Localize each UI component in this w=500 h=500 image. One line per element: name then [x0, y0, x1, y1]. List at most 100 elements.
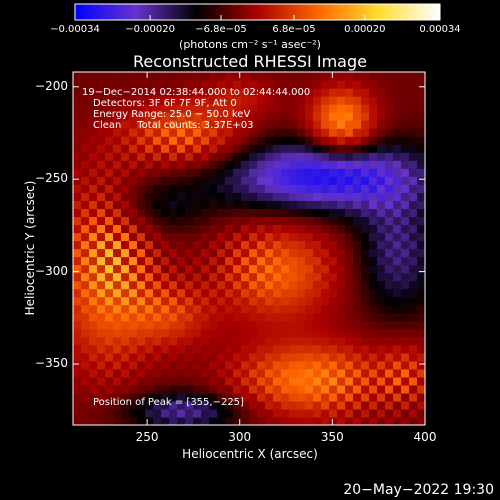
heatmap-cell: [177, 136, 186, 145]
heatmap-cell: [385, 304, 394, 314]
heatmap-cell: [273, 336, 282, 346]
heatmap-cell: [305, 352, 314, 362]
heatmap-cell: [225, 216, 234, 226]
heatmap-cell: [217, 184, 226, 193]
heatmap-cell: [81, 384, 90, 394]
heatmap-cell: [177, 384, 186, 394]
heatmap-cell: [409, 80, 418, 89]
heatmap-cell: [297, 112, 306, 121]
heatmap-cell: [89, 272, 98, 282]
heatmap-cell: [97, 232, 106, 242]
heatmap-cell: [353, 400, 362, 410]
heatmap-cell: [153, 336, 162, 346]
heatmap-cell: [169, 136, 178, 145]
heatmap-cell: [273, 144, 282, 153]
heatmap-cell: [257, 224, 266, 234]
heatmap-cell: [385, 160, 394, 169]
heatmap-cell: [289, 344, 298, 354]
heatmap-cell: [289, 256, 298, 266]
heatmap-cell: [329, 168, 338, 177]
heatmap-cell: [113, 112, 122, 121]
heatmap-cell: [73, 376, 82, 386]
heatmap-cell: [401, 400, 410, 410]
heatmap-cell: [401, 416, 410, 426]
heatmap-cell: [385, 360, 394, 370]
heatmap-cell: [201, 184, 210, 193]
heatmap-cell: [129, 304, 138, 314]
heatmap-cell: [281, 256, 290, 266]
heatmap-cell: [185, 288, 194, 298]
heatmap-cell: [417, 240, 426, 250]
heatmap-cell: [153, 384, 162, 394]
heatmap-cell: [169, 408, 178, 418]
heatmap-cell: [169, 264, 178, 274]
heatmap-cell: [217, 384, 226, 394]
heatmap-cell: [185, 200, 194, 209]
heatmap-cell: [409, 192, 418, 201]
heatmap-cell: [321, 368, 330, 378]
heatmap-cell: [257, 320, 266, 330]
heatmap-cell: [377, 192, 386, 201]
heatmap-cell: [361, 168, 370, 177]
heatmap-cell: [137, 72, 146, 81]
heatmap-cell: [185, 280, 194, 290]
heatmap-cell: [89, 296, 98, 306]
heatmap-cell: [281, 320, 290, 330]
heatmap-cell: [345, 352, 354, 362]
heatmap-cell: [305, 136, 314, 145]
heatmap-cell: [113, 128, 122, 137]
heatmap-cell: [73, 304, 82, 314]
heatmap-cell: [129, 192, 138, 201]
heatmap-cell: [265, 400, 274, 410]
heatmap-cell: [145, 168, 154, 177]
heatmap-cell: [177, 192, 186, 201]
heatmap-cell: [161, 144, 170, 153]
heatmap-cell: [209, 216, 218, 226]
heatmap-cell: [345, 328, 354, 338]
heatmap-cell: [129, 272, 138, 282]
heatmap-cell: [249, 240, 258, 250]
heatmap-cell: [121, 392, 130, 402]
heatmap-cell: [377, 112, 386, 121]
heatmap-cell: [337, 192, 346, 201]
heatmap-cell: [81, 192, 90, 201]
heatmap-cell: [305, 144, 314, 153]
heatmap-cell: [249, 368, 258, 378]
heatmap-cell: [265, 192, 274, 201]
heatmap-cell: [297, 88, 306, 97]
heatmap-cell: [345, 272, 354, 282]
heatmap-cell: [377, 328, 386, 338]
heatmap-cell: [257, 360, 266, 370]
heatmap-cell: [105, 112, 114, 121]
heatmap-cell: [233, 336, 242, 346]
heatmap-cell: [409, 296, 418, 306]
heatmap-cell: [89, 88, 98, 97]
heatmap-cell: [129, 96, 138, 105]
heatmap-cell: [145, 360, 154, 370]
heatmap-cell: [353, 320, 362, 330]
heatmap-cell: [321, 128, 330, 137]
heatmap-cell: [185, 96, 194, 105]
heatmap-cell: [209, 392, 218, 402]
heatmap-cell: [297, 376, 306, 386]
heatmap-cell: [129, 176, 138, 185]
heatmap-cell: [73, 216, 82, 226]
heatmap-cell: [241, 72, 250, 81]
heatmap-cell: [209, 184, 218, 193]
heatmap-cell: [241, 408, 250, 418]
heatmap-cell: [105, 240, 114, 250]
heatmap-cell: [233, 272, 242, 282]
heatmap-cell: [153, 136, 162, 145]
heatmap-cell: [249, 296, 258, 306]
heatmap-cell: [161, 232, 170, 242]
heatmap-cell: [97, 112, 106, 121]
heatmap-cell: [185, 72, 194, 81]
heatmap-cell: [241, 120, 250, 129]
heatmap-cell: [305, 88, 314, 97]
heatmap-cell: [265, 128, 274, 137]
heatmap-cell: [233, 152, 242, 161]
heatmap-cell: [97, 368, 106, 378]
heatmap-cell: [233, 88, 242, 97]
heatmap-cell: [281, 184, 290, 193]
heatmap-cell: [313, 296, 322, 306]
